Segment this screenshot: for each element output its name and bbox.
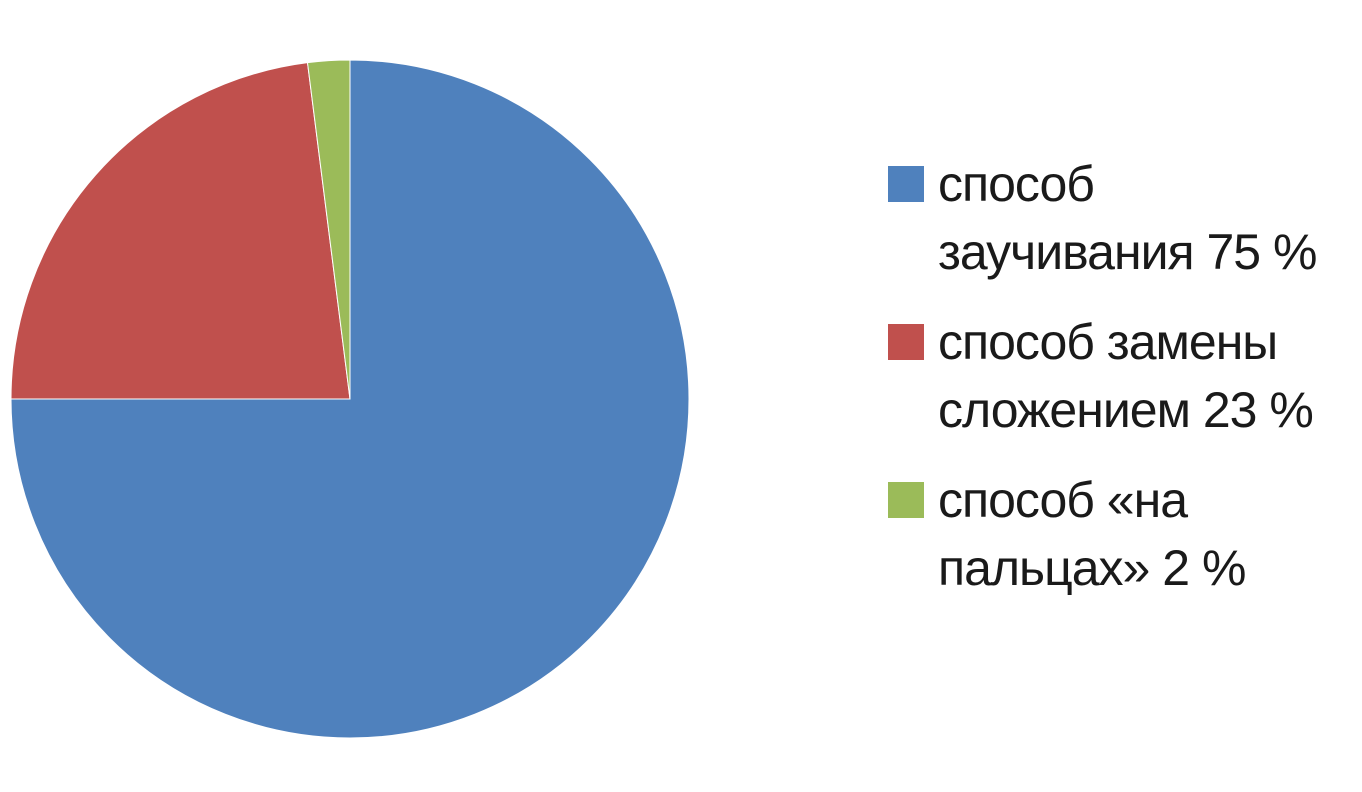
- legend-swatch: [888, 324, 924, 360]
- legend-label: способ замены сложением 23 %: [938, 314, 1314, 438]
- legend-item: способ «на пальцах» 2 %: [888, 466, 1348, 602]
- legend-item: способ заучивания 75 %: [888, 150, 1348, 286]
- pie-slice: [306, 59, 351, 400]
- legend-swatch: [888, 482, 924, 518]
- legend-swatch: [888, 166, 924, 202]
- legend-item: способ замены сложением 23 %: [888, 308, 1348, 444]
- chart-legend: способ заучивания 75 % способ замены сло…: [888, 150, 1348, 624]
- legend-label: способ «на пальцах» 2 %: [938, 472, 1246, 596]
- pie-slice: [10, 62, 351, 400]
- pie-plot-area: [10, 59, 690, 739]
- legend-label: способ заучивания 75 %: [938, 156, 1317, 280]
